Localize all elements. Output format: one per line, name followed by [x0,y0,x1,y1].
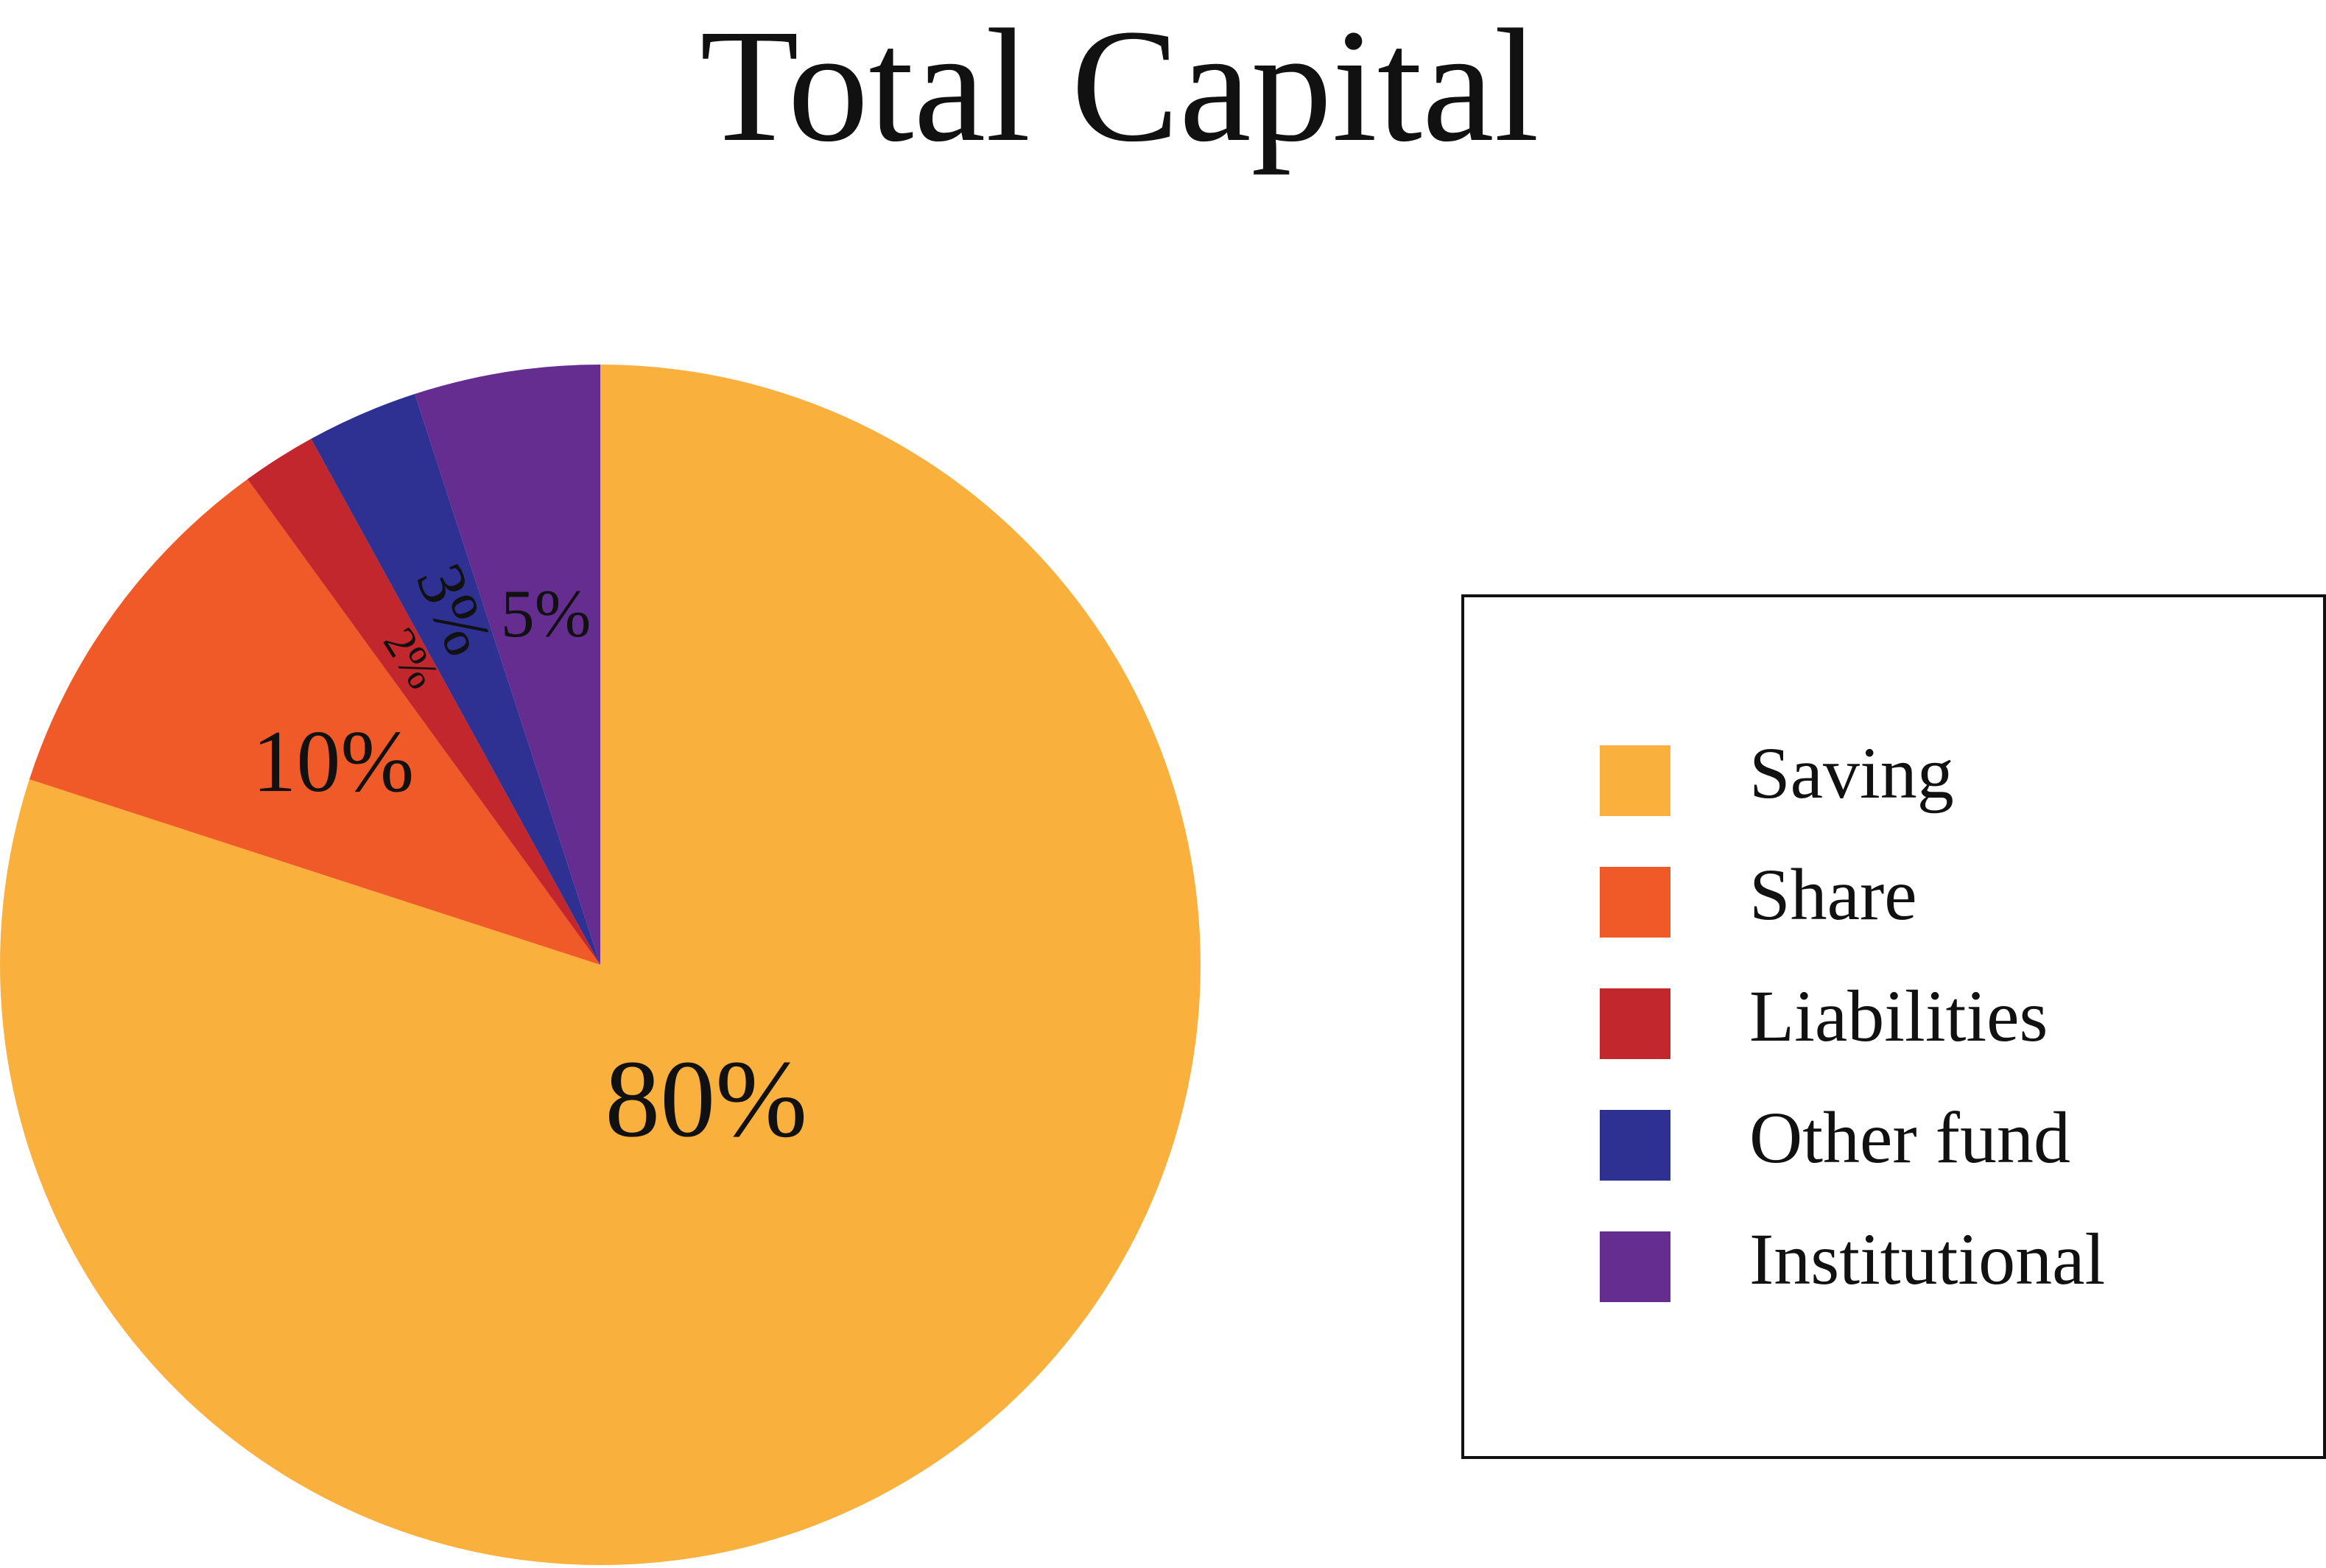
legend: Saving Share Liabilities Other fund Institut… [1461,594,2326,1459]
chart-title: Total Capital [700,0,1539,175]
pie-slice-share [29,479,601,965]
pie-slices [0,365,1201,1565]
legend-label-share: Share [1749,854,1917,935]
legend-swatch-saving [1600,745,1670,816]
slice-label-institutional: 5% [501,576,591,651]
legend-swatch-liabilities [1600,988,1670,1059]
pie-slice-other-fund [311,393,600,965]
pie-slice-institutional [415,365,600,965]
slice-label-saving: 80% [605,1038,807,1160]
slice-label-share: 10% [252,712,414,810]
pie-slice-saving [0,365,1201,1565]
pie-slice-liabilities [247,438,600,965]
legend-label-institutional: Institutional [1749,1218,2105,1300]
legend-swatch-other-fund [1600,1110,1670,1181]
legend-label-liabilities: Liabilities [1749,975,2048,1057]
legend-swatch-institutional [1600,1231,1670,1302]
legend-label-saving: Saving [1749,732,1954,814]
legend-swatch-share [1600,867,1670,938]
legend-label-other-fund: Other fund [1749,1097,2070,1178]
